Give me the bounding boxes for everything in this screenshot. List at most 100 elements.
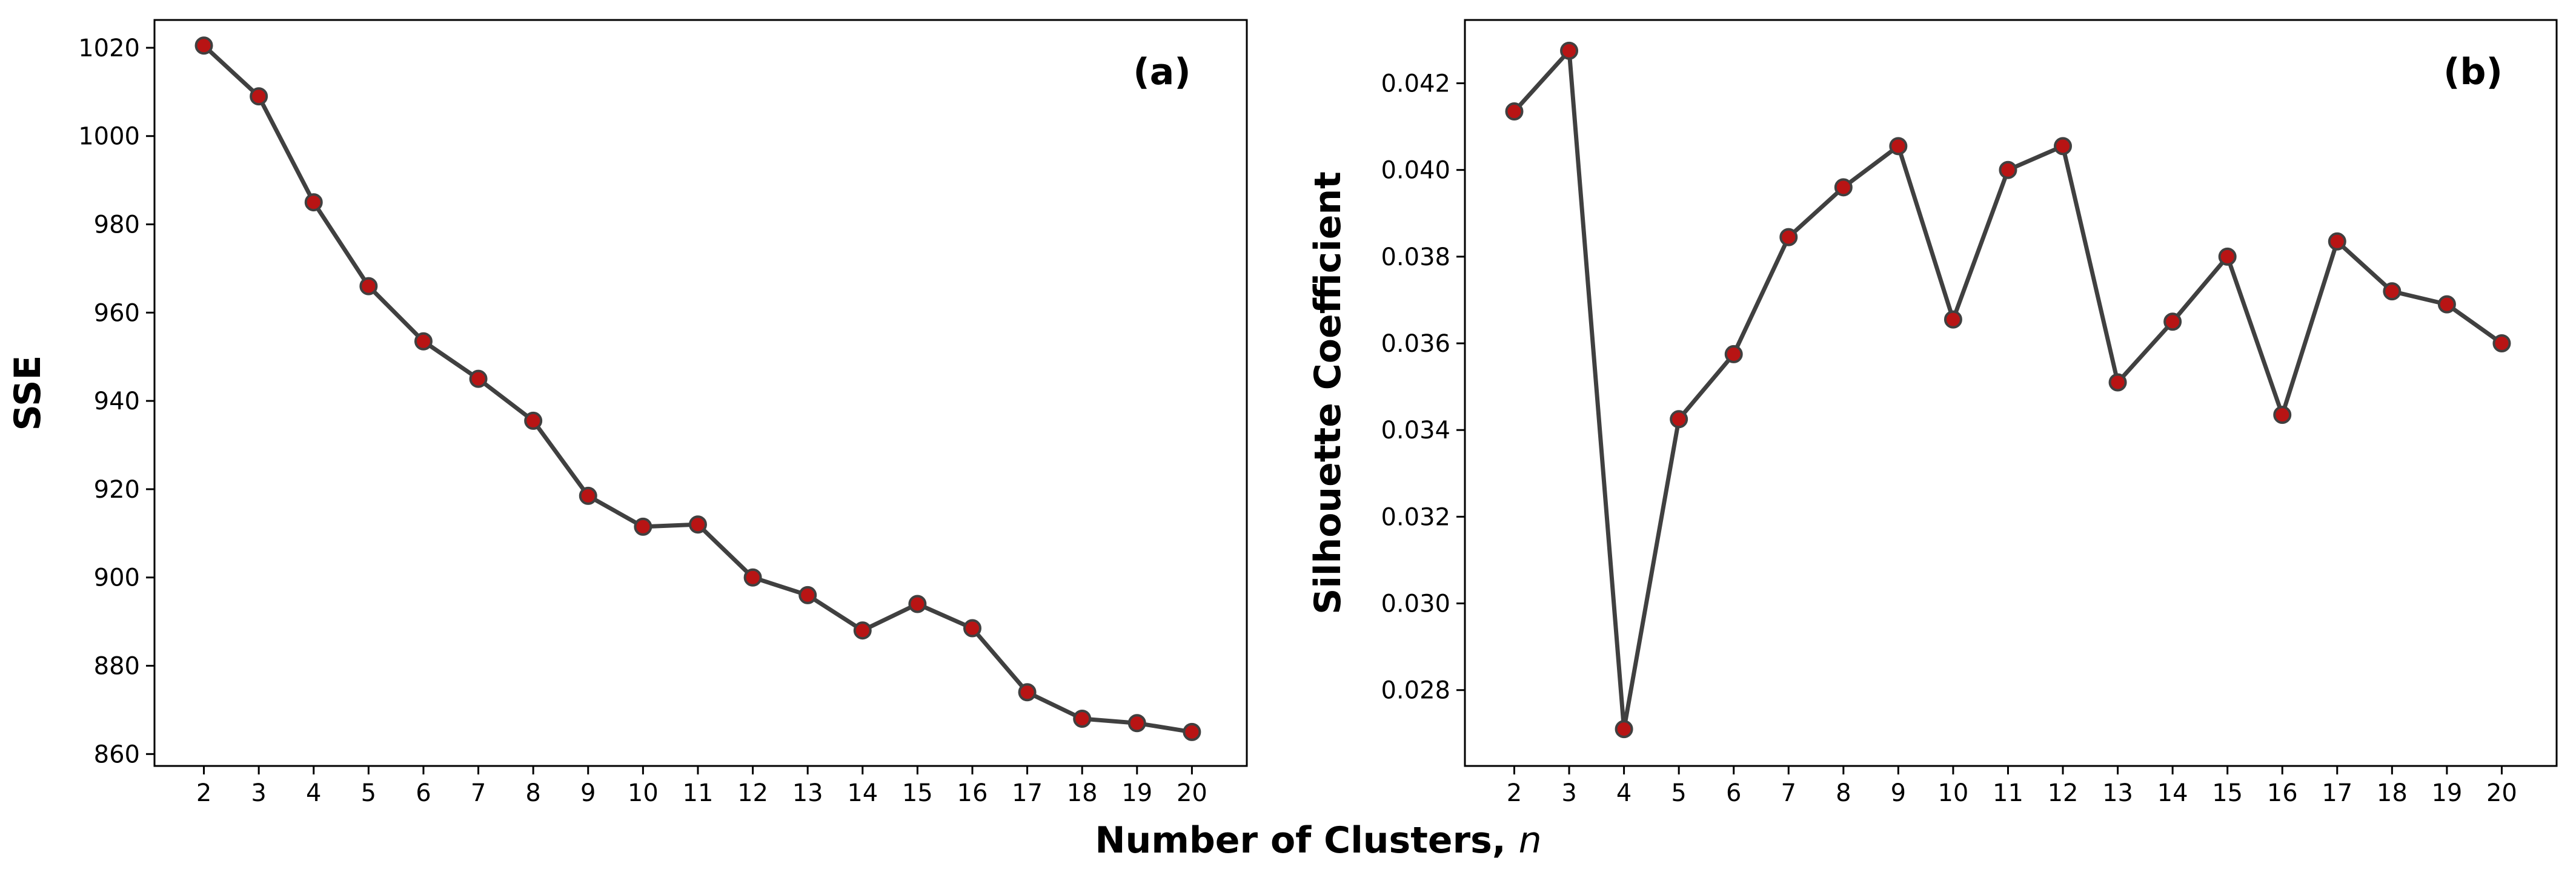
y-tick-label-a: 900	[94, 564, 140, 592]
x-tick-label-a: 12	[737, 779, 768, 807]
data-point-a	[1183, 722, 1201, 741]
data-point-b	[1834, 178, 1853, 197]
data-point-b	[2328, 232, 2346, 251]
plot-frame-a	[153, 19, 1248, 767]
data-point-a	[1073, 709, 1092, 728]
data-point-b	[2492, 334, 2511, 353]
x-tick-label-a: 18	[1067, 779, 1098, 807]
y-tick-label-b: 0.034	[1381, 417, 1450, 444]
data-point-b	[2108, 373, 2127, 392]
data-point-a	[579, 486, 597, 505]
data-point-b	[1944, 310, 1962, 329]
x-tick-label-a: 16	[957, 779, 988, 807]
y-tick-label-a: 1020	[78, 35, 140, 62]
series-line-a	[202, 43, 1194, 734]
x-tick-label-b: 14	[2157, 779, 2188, 807]
x-tick-label-b: 7	[1781, 779, 1796, 807]
data-point-b	[1999, 160, 2017, 179]
y-tick-label-a: 920	[94, 476, 140, 504]
y-tick-label-a: 960	[94, 299, 140, 327]
data-point-b	[1560, 41, 1579, 60]
x-tick-label-b: 15	[2212, 779, 2243, 807]
x-tick-label-a: 3	[251, 779, 266, 807]
data-point-a	[359, 277, 378, 295]
y-tick-label-a: 980	[94, 211, 140, 239]
x-tick-label-a: 11	[683, 779, 714, 807]
data-point-a	[414, 332, 433, 351]
x-tick-label-b: 4	[1616, 779, 1632, 807]
data-point-a	[1127, 714, 1146, 733]
x-axis-label: Number of Clusters, n	[1095, 819, 1541, 862]
y-tick-label-b: 0.042	[1381, 70, 1450, 98]
data-point-b	[1505, 102, 1524, 121]
y-tick-label-b: 0.028	[1381, 677, 1450, 705]
y-axis-label-a: SSE	[7, 355, 49, 431]
data-point-a	[743, 568, 762, 587]
x-tick-label-a: 20	[1177, 779, 1207, 807]
x-tick-label-b: 11	[1993, 779, 2023, 807]
x-tick-label-b: 12	[2048, 779, 2079, 807]
x-tick-label-b: 6	[1726, 779, 1741, 807]
x-tick-label-a: 9	[580, 779, 596, 807]
data-point-a	[469, 369, 488, 388]
y-tick-label-a: 860	[94, 741, 140, 768]
x-tick-label-b: 16	[2267, 779, 2298, 807]
data-point-a	[250, 87, 268, 106]
data-point-a	[1018, 683, 1037, 702]
x-tick-label-a: 17	[1012, 779, 1043, 807]
data-point-a	[798, 586, 817, 604]
y-tick-label-b: 0.036	[1381, 330, 1450, 358]
data-point-a	[688, 515, 707, 534]
y-tick-label-b: 0.040	[1381, 157, 1450, 185]
x-tick-label-b: 17	[2322, 779, 2352, 807]
x-axis-label-text: Number of Clusters,	[1095, 819, 1518, 862]
data-point-a	[194, 36, 213, 55]
panel-a: 860 880 900 920 940 960 980 1000 1020 2 3 4 5 6 7 8 9 10 1…	[7, 19, 1248, 807]
data-point-b	[2054, 137, 2073, 156]
x-tick-label-b: 18	[2377, 779, 2408, 807]
series-line-b	[1512, 48, 2504, 731]
x-tick-label-a: 2	[196, 779, 211, 807]
y-tick-label-a: 880	[94, 653, 140, 681]
panel-label-b: (b)	[2443, 51, 2503, 93]
panel-b: 0.028 0.030 0.032 0.034 0.036 0.038 0.040 0.042…	[1307, 19, 2558, 807]
data-point-b	[2383, 282, 2402, 301]
data-point-b	[1615, 720, 1633, 739]
data-point-b	[2163, 312, 2182, 331]
data-point-a	[304, 193, 323, 212]
x-tick-label-b: 8	[1836, 779, 1851, 807]
x-tick-label-b: 2	[1507, 779, 1522, 807]
y-tick-label-b: 0.030	[1381, 590, 1450, 618]
x-tick-label-b: 19	[2431, 779, 2462, 807]
x-tick-label-b: 9	[1891, 779, 1906, 807]
data-point-a	[853, 621, 872, 640]
data-point-a	[908, 595, 927, 613]
data-point-b	[1779, 228, 1798, 246]
x-tick-label-a: 15	[902, 779, 933, 807]
x-tick-label-a: 5	[361, 779, 376, 807]
x-tick-label-a: 6	[416, 779, 431, 807]
x-tick-label-a: 8	[525, 779, 540, 807]
data-point-a	[524, 411, 543, 430]
x-tick-label-b: 10	[1937, 779, 1968, 807]
y-tick-label-b: 0.032	[1381, 503, 1450, 531]
x-tick-label-b: 13	[2102, 779, 2133, 807]
data-point-a	[634, 517, 652, 536]
data-point-b	[1889, 137, 1908, 156]
panel-label-a: (a)	[1133, 51, 1190, 93]
data-point-b	[2218, 247, 2237, 266]
x-tick-label-a: 10	[628, 779, 659, 807]
x-tick-label-a: 14	[847, 779, 878, 807]
data-point-b	[1670, 410, 1688, 429]
plot-frame-b	[1464, 19, 2558, 767]
x-tick-label-a: 13	[792, 779, 823, 807]
x-tick-label-a: 4	[306, 779, 321, 807]
data-point-b	[1724, 345, 1743, 363]
data-point-a	[963, 619, 981, 638]
y-axis-label-b: Silhouette Coefficient	[1307, 171, 1349, 615]
y-tick-label-b: 0.038	[1381, 243, 1450, 271]
y-tick-label-a: 1000	[78, 123, 140, 151]
x-tick-label-b: 20	[2486, 779, 2517, 807]
data-point-b	[2437, 295, 2456, 314]
